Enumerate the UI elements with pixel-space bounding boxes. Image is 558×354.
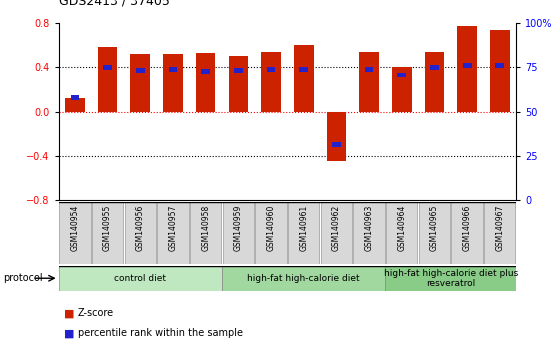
Bar <box>190 202 222 264</box>
Bar <box>229 56 248 112</box>
Bar <box>365 67 373 72</box>
Bar <box>326 112 346 161</box>
Bar <box>418 202 450 264</box>
Bar <box>157 202 189 264</box>
Bar <box>261 52 281 112</box>
Bar <box>70 95 79 99</box>
Text: GSM140964: GSM140964 <box>397 204 406 251</box>
Text: control diet: control diet <box>114 274 166 283</box>
Bar <box>425 52 444 112</box>
Bar <box>359 52 379 112</box>
Text: GSM140965: GSM140965 <box>430 204 439 251</box>
Text: Z-score: Z-score <box>78 308 114 318</box>
Bar <box>294 45 314 112</box>
Bar <box>256 202 287 264</box>
Bar <box>299 67 308 72</box>
Text: ■: ■ <box>64 329 75 338</box>
Bar <box>103 65 112 70</box>
Bar <box>163 54 183 112</box>
Bar <box>463 63 472 68</box>
Bar <box>386 266 516 291</box>
Bar <box>98 47 117 112</box>
Bar <box>386 202 417 264</box>
Text: GSM140962: GSM140962 <box>332 204 341 251</box>
Bar <box>196 53 215 112</box>
Text: GSM140956: GSM140956 <box>136 204 145 251</box>
Bar <box>169 67 177 72</box>
Bar <box>92 202 123 264</box>
Bar <box>234 68 243 73</box>
Bar <box>65 98 85 112</box>
Text: GSM140955: GSM140955 <box>103 204 112 251</box>
Bar <box>136 68 145 73</box>
Bar <box>392 67 412 112</box>
Bar <box>131 54 150 112</box>
Bar <box>451 202 483 264</box>
Text: GSM140957: GSM140957 <box>169 204 177 251</box>
Text: GSM140959: GSM140959 <box>234 204 243 251</box>
Text: GSM140961: GSM140961 <box>299 204 308 251</box>
Bar <box>124 202 156 264</box>
Bar <box>458 26 477 112</box>
Bar <box>496 63 504 68</box>
Text: high-fat high-calorie diet: high-fat high-calorie diet <box>247 274 360 283</box>
Bar <box>353 202 385 264</box>
Text: GSM140960: GSM140960 <box>267 204 276 251</box>
Text: GSM140966: GSM140966 <box>463 204 472 251</box>
Text: high-fat high-calorie diet plus
resveratrol: high-fat high-calorie diet plus resverat… <box>384 269 518 288</box>
Bar <box>222 266 386 291</box>
Bar <box>288 202 319 264</box>
Bar <box>430 65 439 70</box>
Bar <box>267 67 276 72</box>
Bar <box>59 202 90 264</box>
Bar <box>490 30 509 112</box>
Text: GSM140967: GSM140967 <box>496 204 504 251</box>
Bar <box>223 202 254 264</box>
Text: ■: ■ <box>64 308 75 318</box>
Text: GSM140963: GSM140963 <box>364 204 373 251</box>
Bar <box>397 73 406 78</box>
Text: percentile rank within the sample: percentile rank within the sample <box>78 329 243 338</box>
Bar <box>484 202 516 264</box>
Bar <box>59 266 222 291</box>
Bar <box>332 142 341 147</box>
Bar <box>201 69 210 74</box>
Text: GSM140954: GSM140954 <box>70 204 79 251</box>
Bar <box>321 202 352 264</box>
Text: GDS2413 / 37405: GDS2413 / 37405 <box>59 0 170 7</box>
Text: protocol: protocol <box>3 273 42 283</box>
Text: GSM140958: GSM140958 <box>201 204 210 251</box>
